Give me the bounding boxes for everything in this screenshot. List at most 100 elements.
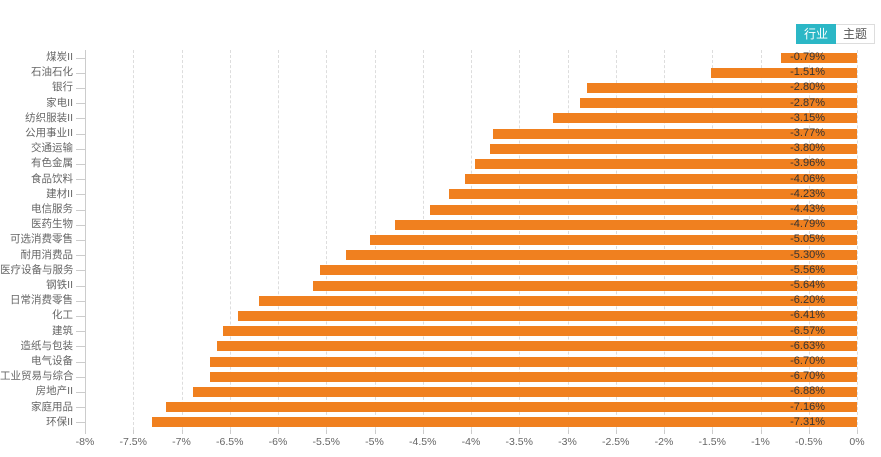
- bar[interactable]: [490, 143, 857, 154]
- bar-value-label: -6.20%: [790, 294, 825, 307]
- bar[interactable]: [474, 159, 857, 169]
- y-axis-label: 可选消费零售: [10, 233, 73, 246]
- y-axis-line: [85, 50, 86, 431]
- y-axis-label: 电气设备: [31, 355, 73, 367]
- bar[interactable]: [210, 371, 857, 382]
- y-axis-tick: [76, 57, 85, 59]
- bar-value-label: -3.96%: [790, 157, 825, 170]
- bar-value-label: -6.70%: [790, 370, 825, 383]
- plot-area: -8% -7.5% -7% -6.5% -6% -5.5% -5% -4.5% -4% -3.5%…: [0, 50, 865, 448]
- y-axis-tick: [76, 361, 85, 363]
- x-axis-tick: [326, 430, 328, 434]
- x-axis-tick: [664, 430, 665, 434]
- y-axis-label: 石油石化: [31, 66, 73, 79]
- bar[interactable]: [238, 311, 857, 321]
- bar-value-label: -6.63%: [790, 339, 825, 352]
- x-axis-label: -3%: [558, 436, 577, 448]
- bar[interactable]: [369, 235, 857, 245]
- bar-value-label: -4.79%: [790, 218, 825, 231]
- bar[interactable]: [210, 356, 857, 367]
- bar[interactable]: [780, 52, 857, 63]
- bar-value-label: -3.15%: [790, 111, 825, 124]
- y-axis-label: 医药生物: [31, 218, 73, 231]
- y-axis-tick: [76, 392, 85, 393]
- bar-value-label: -5.30%: [790, 248, 825, 261]
- gridline: [278, 50, 279, 430]
- x-axis-tick: [229, 430, 231, 434]
- bar[interactable]: [553, 113, 857, 124]
- x-axis-tick: [278, 430, 279, 434]
- tab-theme[interactable]: 主题: [835, 24, 875, 44]
- y-axis-tick: [76, 240, 85, 241]
- bar-value-label: -3.80%: [790, 142, 825, 155]
- y-axis-label: 造纸与包装: [20, 339, 74, 352]
- x-axis-tick: [374, 430, 376, 434]
- x-axis-tick: [760, 430, 762, 434]
- y-axis-label: 有色金属: [31, 157, 73, 170]
- bar-value-label: -6.57%: [790, 324, 825, 337]
- bar[interactable]: [166, 402, 857, 413]
- y-axis-label: 煤炭II: [46, 51, 73, 63]
- bar-value-label: -3.77%: [790, 127, 825, 139]
- x-axis-tick: [857, 430, 858, 434]
- y-axis-tick: [76, 255, 85, 257]
- x-axis-label: -2.5%: [602, 436, 630, 448]
- y-axis-tick: [76, 346, 85, 348]
- y-axis-label: 电信服务: [31, 203, 73, 215]
- y-axis-label: 纺织服装II: [25, 111, 73, 124]
- x-axis-label: -6.5%: [216, 436, 244, 448]
- y-axis-label: 环保II: [46, 415, 73, 428]
- y-axis-label: 钢铁II: [46, 279, 73, 291]
- y-axis-tick: [76, 376, 85, 378]
- bar[interactable]: [586, 83, 857, 93]
- bar-value-label: -1.51%: [790, 66, 825, 79]
- bar-value-label: -5.64%: [790, 279, 825, 291]
- y-axis-tick: [76, 224, 85, 226]
- bar[interactable]: [258, 295, 857, 306]
- y-axis-tick: [76, 270, 85, 272]
- bar[interactable]: [217, 341, 857, 352]
- x-axis-label: -7.5%: [119, 436, 147, 448]
- x-axis-label: -6%: [268, 436, 288, 448]
- bar[interactable]: [493, 128, 857, 139]
- y-axis-label: 建筑: [52, 324, 73, 337]
- chart-mode-tabs: 行业 主题: [795, 24, 875, 44]
- y-axis-label: 工业贸易与综合: [0, 370, 74, 383]
- bar[interactable]: [580, 98, 857, 109]
- x-axis-label: -5%: [365, 436, 384, 448]
- x-axis-tick: [181, 430, 183, 434]
- x-axis-label: -2%: [654, 436, 674, 448]
- bar[interactable]: [151, 417, 857, 428]
- y-axis-label: 家庭用品: [31, 400, 73, 413]
- bar[interactable]: [394, 219, 857, 230]
- bar[interactable]: [312, 280, 857, 291]
- bar-value-label: -0.79%: [790, 51, 825, 63]
- bar[interactable]: [320, 265, 857, 276]
- gridline: [181, 50, 183, 430]
- x-axis-tick: [567, 430, 569, 434]
- y-axis-tick: [76, 422, 85, 424]
- x-axis-tick: [85, 430, 86, 434]
- bar[interactable]: [193, 387, 857, 397]
- y-axis-tick: [76, 118, 85, 120]
- y-axis-tick: [76, 148, 85, 150]
- bar[interactable]: [345, 250, 857, 261]
- x-axis-label: -0.5%: [795, 436, 823, 448]
- y-axis-label: 耐用消费品: [20, 248, 74, 261]
- bar-value-label: -6.70%: [790, 355, 825, 367]
- bar[interactable]: [465, 174, 857, 185]
- bar[interactable]: [711, 67, 857, 78]
- bar-value-label: -4.23%: [790, 187, 825, 200]
- gridline: [133, 50, 135, 430]
- gridline: [229, 50, 231, 430]
- x-axis-label: 0%: [849, 436, 865, 448]
- y-axis-tick: [76, 331, 85, 333]
- y-axis-tick: [76, 164, 85, 165]
- bar[interactable]: [448, 189, 857, 200]
- tab-industry[interactable]: 行业: [795, 24, 836, 44]
- bar-value-label: -6.88%: [790, 385, 825, 398]
- y-axis-label: 医疗设备与服务: [0, 263, 74, 276]
- y-axis-tick: [76, 300, 85, 302]
- bar[interactable]: [223, 326, 857, 337]
- bar[interactable]: [429, 204, 857, 215]
